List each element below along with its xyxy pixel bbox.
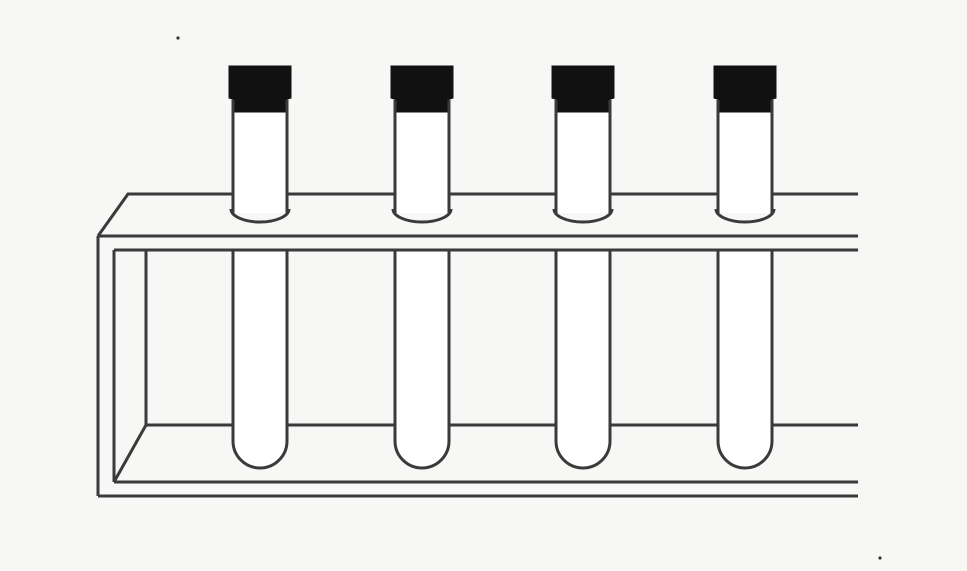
rack-top-board-back-edge: [96, 192, 858, 237]
test-tube-body: [393, 250, 451, 470]
rubber-stopper-icon: [551, 65, 615, 113]
rack-hole-rim: [714, 208, 776, 224]
rack-base-depth-edge: [112, 424, 148, 483]
test-tube-neck-fill: [396, 100, 448, 213]
rack-hole-rim: [552, 208, 614, 224]
tube-upper-group: [228, 65, 777, 224]
test-tube-body: [716, 250, 774, 470]
rack-hole-rim: [229, 208, 291, 224]
test-tube-neck-outline: [716, 100, 774, 213]
test-tube-neck-fill: [557, 100, 609, 213]
test-tube-neck-outline: [554, 100, 612, 213]
scan-speck: [176, 36, 180, 40]
rack-top-board-face: [98, 236, 858, 250]
test-tube-neck-outline: [231, 100, 289, 213]
rubber-stopper-icon: [228, 65, 292, 113]
scan-speck: [878, 556, 882, 560]
test-tube-neck-fill: [719, 100, 771, 213]
test-tube-body: [231, 250, 289, 470]
rubber-stopper-icon: [713, 65, 777, 113]
rubber-stopper-icon: [390, 65, 454, 113]
test-tube-neck-outline: [393, 100, 451, 213]
test-tube-body: [554, 250, 612, 470]
tube-lower-group: [231, 250, 774, 470]
rack-hole-rim: [391, 208, 453, 224]
test-tube-neck-fill: [234, 100, 286, 213]
rack-front-frame: [96, 234, 858, 498]
